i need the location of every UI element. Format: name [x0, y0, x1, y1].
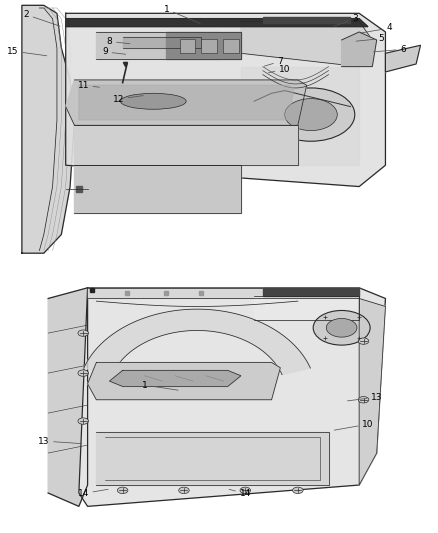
Polygon shape	[342, 32, 377, 67]
Polygon shape	[74, 165, 241, 213]
Text: 15: 15	[7, 47, 47, 56]
Text: 14: 14	[229, 489, 251, 498]
Text: 13: 13	[347, 393, 382, 401]
Polygon shape	[96, 432, 328, 485]
Polygon shape	[74, 125, 298, 165]
Polygon shape	[22, 5, 74, 253]
Bar	[201, 38, 217, 53]
Text: 14: 14	[78, 489, 108, 498]
Bar	[223, 38, 239, 53]
Ellipse shape	[120, 93, 186, 109]
Circle shape	[179, 487, 189, 494]
Polygon shape	[88, 362, 280, 400]
Polygon shape	[110, 370, 241, 386]
Polygon shape	[66, 19, 368, 27]
Text: 6: 6	[374, 45, 406, 54]
Polygon shape	[79, 288, 385, 506]
Text: 1: 1	[163, 5, 200, 23]
Polygon shape	[96, 32, 219, 59]
Polygon shape	[241, 21, 372, 67]
Polygon shape	[166, 32, 241, 59]
Text: 5: 5	[356, 34, 384, 43]
Polygon shape	[48, 288, 88, 506]
Polygon shape	[66, 80, 307, 125]
Text: 3: 3	[334, 14, 358, 26]
Circle shape	[267, 88, 355, 141]
Circle shape	[240, 487, 251, 494]
Polygon shape	[88, 288, 359, 298]
Circle shape	[358, 338, 369, 344]
Text: 10: 10	[334, 420, 374, 430]
Text: 1: 1	[141, 381, 178, 390]
Circle shape	[326, 318, 357, 337]
Circle shape	[313, 310, 370, 345]
Circle shape	[78, 330, 88, 336]
Text: 7: 7	[264, 57, 283, 66]
Circle shape	[117, 487, 128, 494]
Circle shape	[78, 418, 88, 424]
Text: 11: 11	[78, 81, 99, 90]
Text: 12: 12	[113, 95, 143, 103]
Text: 2: 2	[24, 10, 60, 26]
Polygon shape	[79, 85, 293, 120]
Polygon shape	[66, 13, 385, 187]
Circle shape	[78, 370, 88, 376]
Text: 9: 9	[102, 47, 126, 56]
Bar	[180, 38, 195, 53]
Polygon shape	[263, 17, 350, 23]
Polygon shape	[241, 67, 359, 165]
Circle shape	[293, 487, 303, 494]
Circle shape	[285, 99, 337, 131]
Polygon shape	[254, 296, 359, 320]
Text: 13: 13	[38, 437, 82, 446]
Text: 10: 10	[268, 65, 290, 74]
Polygon shape	[263, 288, 359, 296]
Polygon shape	[84, 309, 311, 375]
Text: 8: 8	[106, 37, 130, 46]
Polygon shape	[123, 37, 201, 48]
Polygon shape	[359, 298, 385, 485]
Polygon shape	[385, 45, 420, 72]
Circle shape	[358, 397, 369, 403]
Text: 4: 4	[360, 23, 392, 33]
